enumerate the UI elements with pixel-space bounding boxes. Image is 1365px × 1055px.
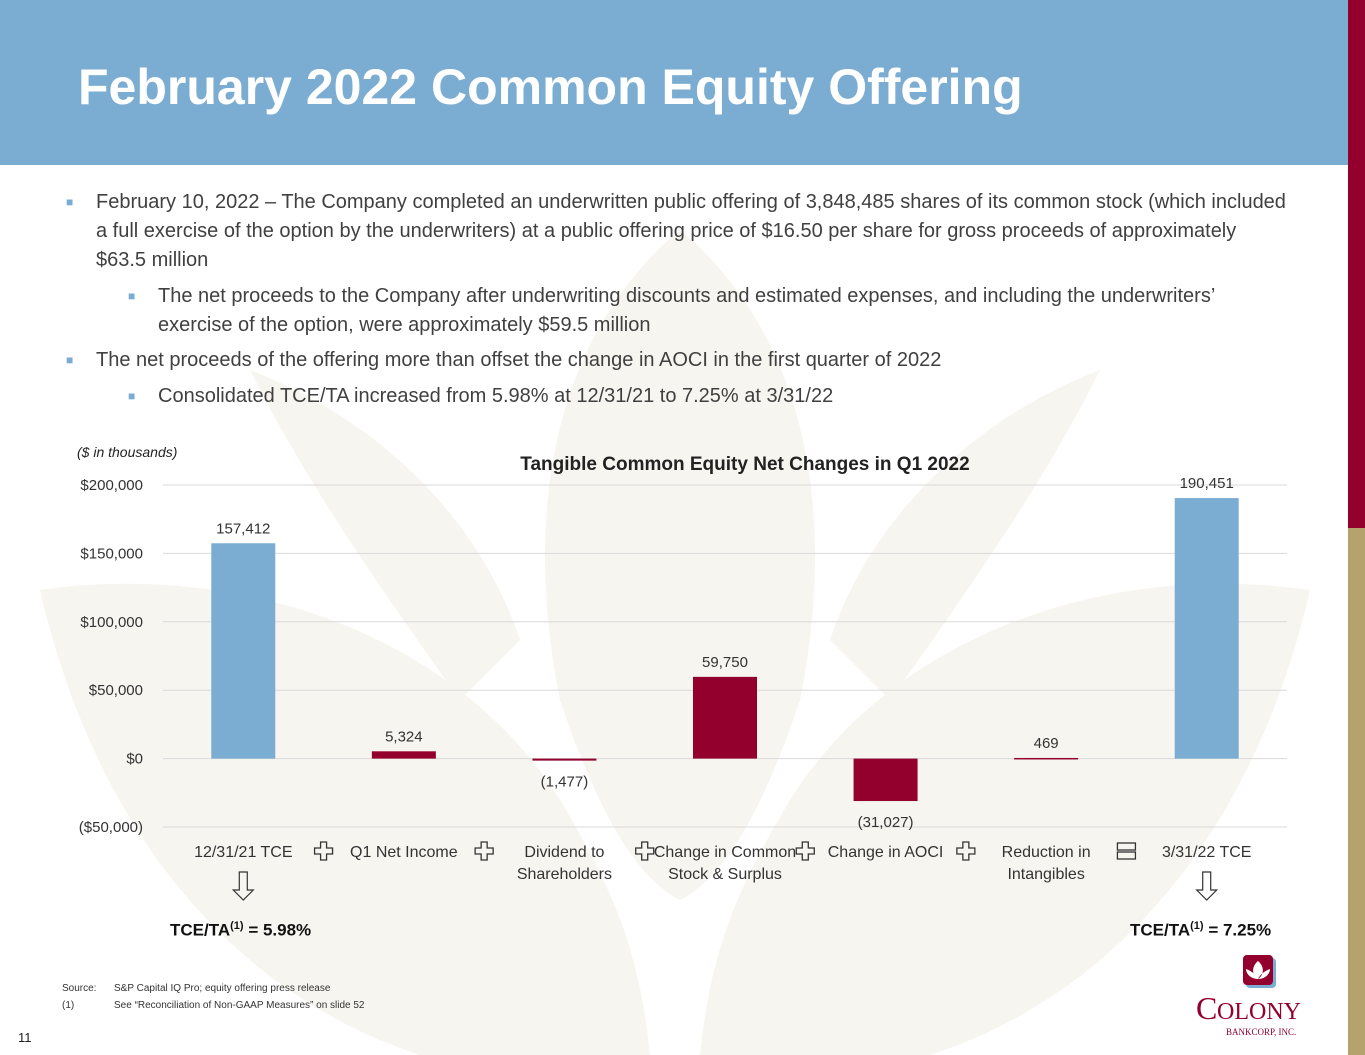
tce-ta-right: TCE/TA(1) = 7.25% — [1130, 920, 1272, 940]
x-tick-label: 3/31/22 TCE — [1162, 844, 1252, 861]
bar-5 — [1014, 757, 1079, 760]
x-tick-label: Q1 Net Income — [350, 844, 458, 861]
bar-3 — [693, 676, 757, 759]
colony-logo: C OLONY BANKCORP, INC. — [1196, 955, 1326, 1045]
down-arrow-icon — [231, 871, 255, 901]
plus-icon — [635, 841, 655, 861]
footnote-source: Source: S&P Capital IQ Pro; equity offeri… — [62, 983, 331, 994]
bullet-1: ■ February 10, 2022 – The Company complet… — [66, 191, 1286, 271]
plus-icon — [474, 841, 494, 861]
equals-icon — [1116, 851, 1137, 860]
equals-icon — [1116, 842, 1137, 851]
data-label: 469 — [1034, 735, 1059, 752]
plus-icon — [956, 841, 976, 861]
bar-1 — [371, 751, 436, 759]
svg-text:C: C — [1196, 990, 1217, 1026]
x-tick-label: 12/31/21 TCE — [194, 844, 292, 861]
down-arrow-icon — [1195, 871, 1219, 901]
footnotes: Source: S&P Capital IQ Pro; equity offeri… — [62, 980, 365, 1014]
page-number: 11 — [18, 1030, 32, 1045]
accent-bar-tan — [1348, 528, 1365, 1055]
data-label: (31,027) — [858, 814, 914, 831]
svg-text:OLONY: OLONY — [1217, 999, 1301, 1025]
bar-4 — [853, 758, 918, 802]
chart-title: Tangible Common Equity Net Changes in Q1… — [520, 454, 969, 475]
bullet-2: ■ The net proceeds of the offering more t… — [66, 349, 942, 371]
bar-6 — [1174, 498, 1239, 759]
x-tick-label: Reduction in Intangibles — [1002, 844, 1091, 883]
y-tick-label: $0 — [126, 751, 143, 768]
data-label: 157,412 — [216, 520, 270, 537]
x-tick-label: Dividend to Shareholders — [517, 844, 612, 883]
tce-chart: Tangible Common Equity Net Changes in Q1… — [79, 454, 1287, 901]
x-tick-label: Change in Common Stock & Surplus — [654, 844, 796, 883]
units-note: ($ in thousands) — [77, 444, 178, 460]
lotus-logo-icon: C OLONY BANKCORP, INC. — [1196, 955, 1301, 1037]
lotus-watermark — [40, 230, 1310, 1055]
y-tick-label: $100,000 — [80, 614, 143, 631]
footnote-1: (1) See “Reconciliation of Non-GAAP Measu… — [62, 1000, 365, 1011]
svg-text:BANKCORP, INC.: BANKCORP, INC. — [1226, 1027, 1296, 1037]
bullet-1a: ■ The net proceeds to the Company after u… — [128, 285, 1215, 336]
tce-ta-left: TCE/TA(1) = 5.98% — [170, 920, 312, 940]
bar-2 — [532, 758, 597, 761]
plus-icon — [313, 841, 334, 861]
bar-0 — [211, 543, 276, 759]
title-bar — [0, 0, 1348, 165]
data-label: 59,750 — [702, 654, 748, 671]
y-tick-label: ($50,000) — [79, 819, 143, 836]
data-label: (1,477) — [541, 774, 589, 791]
bullet-2a: ■ Consolidated TCE/TA increased from 5.98… — [128, 385, 834, 407]
data-label: 190,451 — [1180, 475, 1234, 492]
y-tick-label: $50,000 — [89, 682, 143, 699]
accent-bar-red — [1348, 0, 1365, 528]
y-tick-label: $150,000 — [80, 545, 143, 562]
y-tick-label: $200,000 — [80, 477, 143, 494]
plus-icon — [795, 841, 815, 861]
x-tick-label: Change in AOCI — [828, 844, 944, 861]
page-title: February 2022 Common Equity Offering — [78, 59, 1023, 115]
data-label: 5,324 — [385, 728, 423, 745]
